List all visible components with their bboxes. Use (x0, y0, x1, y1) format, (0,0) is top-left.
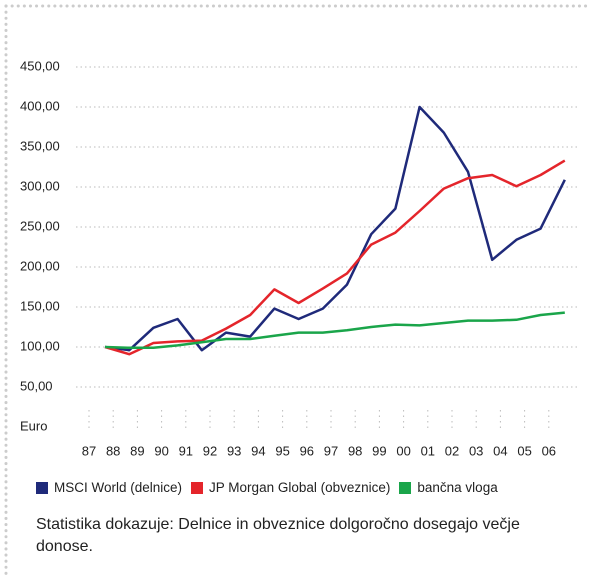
x-tick-label: 05 (517, 443, 531, 458)
x-tick-label: 89 (130, 443, 144, 458)
x-tick-label: 87 (82, 443, 96, 458)
legend-label: JP Morgan Global (obveznice) (209, 480, 391, 495)
x-tick-label: 97 (324, 443, 338, 458)
legend-item: MSCI World (delnice) (36, 480, 182, 495)
y-tick-label: 350,00 (20, 138, 60, 153)
legend-swatch (36, 481, 48, 494)
legend-swatch (191, 481, 204, 494)
y-tick-label: 250,00 (20, 218, 60, 233)
x-tick-label: 06 (542, 443, 556, 458)
x-tick-label: 01 (421, 443, 435, 458)
x-tick-label: 94 (251, 443, 265, 458)
legend-label: MSCI World (delnice) (54, 480, 183, 495)
x-tick-label: 93 (227, 443, 241, 458)
x-tick-label: 90 (154, 443, 168, 458)
y-tick-label: 50,00 (20, 378, 53, 393)
x-tick-label: 00 (396, 443, 410, 458)
legend: MSCI World (delnice) JP Morgan Global (ob… (36, 480, 498, 495)
series-line (104, 159, 566, 356)
series-line (104, 105, 566, 352)
x-tick-label: 91 (179, 443, 193, 458)
legend-swatch (399, 481, 412, 494)
x-tick-label: 96 (300, 443, 314, 458)
y-tick-label: 400,00 (20, 98, 60, 113)
x-tick-label: 98 (348, 443, 362, 458)
x-tick-label: 04 (493, 443, 507, 458)
x-tick-label: 92 (203, 443, 217, 458)
x-tick-label: 95 (275, 443, 289, 458)
y-axis-label: Euro (20, 418, 47, 433)
y-tick-label: 100,00 (20, 338, 60, 353)
x-tick-label: 02 (445, 443, 459, 458)
y-tick-label: 300,00 (20, 178, 60, 193)
legend-item: JP Morgan Global (obveznice) (191, 480, 390, 495)
caption: Statistika dokazuje: Delnice in obveznic… (36, 516, 520, 555)
x-tick-label: 03 (469, 443, 483, 458)
y-tick-label: 200,00 (20, 258, 60, 273)
x-tick-label: 88 (106, 443, 120, 458)
series-line (104, 311, 565, 350)
x-tick-label: 99 (372, 443, 386, 458)
legend-label: bančna vloga (417, 480, 498, 495)
legend-item: bančna vloga (399, 480, 498, 495)
y-tick-label: 150,00 (20, 298, 60, 313)
y-tick-label: 450,00 (20, 58, 60, 73)
